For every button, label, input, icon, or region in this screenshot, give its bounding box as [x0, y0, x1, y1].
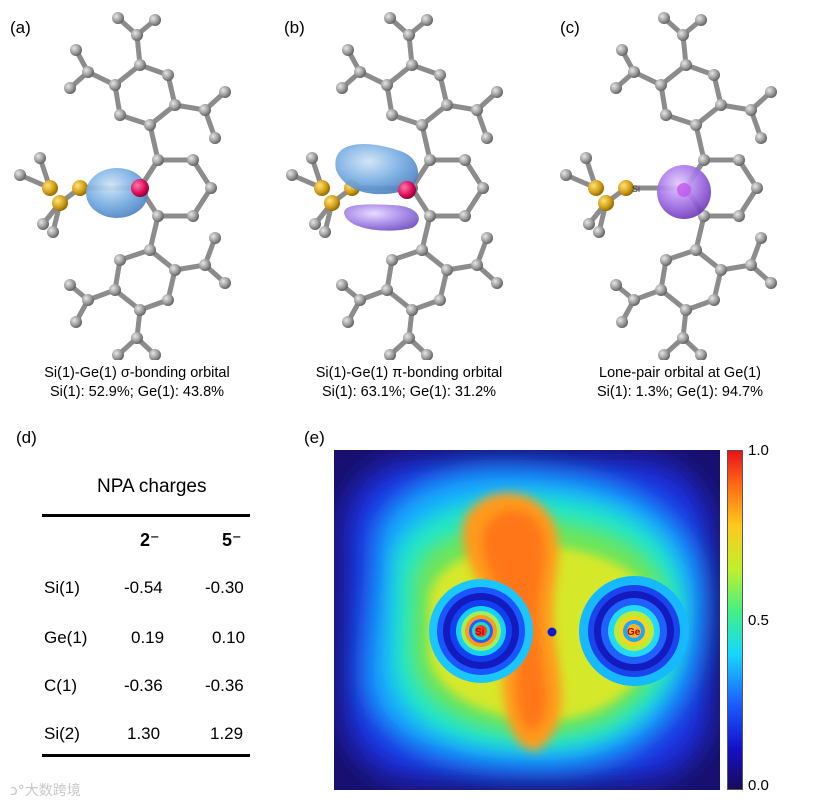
panel-label-a: (a) — [10, 18, 31, 37]
ge-atom — [131, 179, 149, 197]
panel-label-c: (c) — [560, 18, 580, 37]
si-atom-label: Si — [475, 627, 485, 638]
row-value-5: -0.36 — [205, 676, 244, 695]
row-value-5: -0.30 — [205, 578, 244, 597]
panel-label-d: (d) — [16, 428, 37, 447]
column-header-2: 2⁻ — [140, 530, 160, 550]
watermark-logo-icon: ↄ° — [10, 783, 25, 799]
ge-atom-label: Ge — [627, 627, 641, 638]
watermark: ↄ°大数跨境 — [10, 783, 81, 799]
colorbar — [727, 450, 743, 790]
row-atom: C(1) — [44, 676, 78, 695]
pi-orbital-lobe-bottom — [344, 204, 419, 231]
row-value-5: 1.29 — [210, 724, 244, 743]
si-atom-label: Si — [632, 184, 640, 194]
elf-contour-map: Si Ge — [334, 450, 720, 790]
row-atom: Ge(1) — [44, 628, 88, 647]
ge-basin — [579, 576, 689, 686]
ge-atom — [677, 183, 691, 197]
caption-b: Si(1)-Ge(1) π-bonding orbital Si(1): 63.… — [315, 365, 503, 400]
molecule-sigma-orbital — [0, 0, 260, 360]
si-basin — [429, 579, 533, 683]
row-value-2: 0.19 — [131, 628, 165, 647]
table-top-rule — [42, 514, 250, 517]
caption-a: Si(1)-Ge(1) σ-bonding orbital Si(1): 52.… — [44, 365, 230, 400]
colorbar-min-label: 0.0 — [748, 777, 769, 794]
row-value-2: -0.54 — [124, 578, 163, 597]
molecule-pi-orbital — [272, 0, 532, 360]
sigma-orbital-lobe — [86, 168, 148, 218]
pi-orbital-lobe-top — [335, 144, 419, 195]
table-title: NPA charges — [97, 476, 207, 497]
colorbar-mid-label: 0.5 — [748, 612, 769, 629]
colorbar-max-label: 1.0 — [748, 442, 769, 459]
panel-label-b: (b) — [284, 18, 305, 37]
row-atom: Si(2) — [44, 724, 80, 743]
caption-c: Lone-pair orbital at Ge(1) Si(1): 1.3%; … — [596, 365, 763, 400]
molecule-lone-pair: Si — [546, 0, 806, 360]
row-value-2: 1.30 — [127, 724, 161, 743]
ge-atom — [398, 181, 416, 199]
panel-label-e: (e) — [304, 428, 325, 447]
row-value-2: -0.36 — [124, 676, 163, 695]
column-header-5: 5⁻ — [222, 530, 242, 550]
table-bottom-rule — [42, 754, 250, 757]
row-atom: Si(1) — [44, 578, 80, 597]
row-value-5: 0.10 — [212, 628, 246, 647]
bond-critical-point — [547, 627, 557, 637]
